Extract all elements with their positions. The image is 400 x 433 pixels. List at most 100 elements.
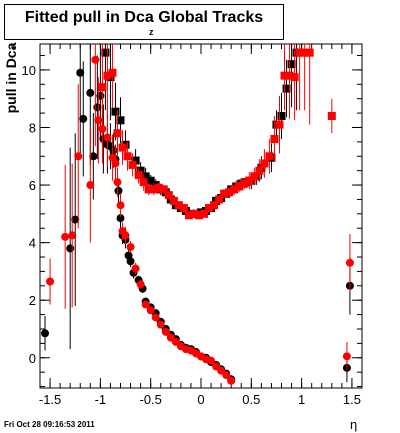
data-point-circle xyxy=(109,146,118,155)
data-point-square xyxy=(189,209,198,218)
y-tick-label: 4 xyxy=(29,236,36,251)
data-point-square xyxy=(305,48,314,57)
data-point-circle xyxy=(76,68,85,77)
data-point-square xyxy=(275,120,284,129)
x-tick-label: 1 xyxy=(298,392,305,407)
data-point-square xyxy=(205,204,214,213)
data-point-circle xyxy=(342,352,351,361)
data-point-square xyxy=(118,143,127,152)
data-point-square xyxy=(265,152,274,161)
data-point-square xyxy=(128,160,137,169)
data-point-circle xyxy=(227,376,236,385)
data-point-square xyxy=(327,111,336,120)
data-point-square xyxy=(235,182,244,191)
x-tick-label: 0 xyxy=(197,392,204,407)
data-point-square xyxy=(141,172,150,181)
data-point-circle xyxy=(66,244,75,253)
x-tick-label: 0.5 xyxy=(242,392,260,407)
data-point-square xyxy=(225,188,234,197)
data-point-circle xyxy=(131,264,140,273)
data-point-square xyxy=(108,68,117,77)
data-point-circle xyxy=(156,320,165,329)
footer-timestamp: Fri Oct 28 09:16:53 2011 xyxy=(4,420,95,429)
data-point-square xyxy=(270,134,279,143)
data-point-square xyxy=(116,116,125,125)
data-point-circle xyxy=(71,215,80,224)
data-point-circle xyxy=(46,277,55,286)
data-point-square xyxy=(154,183,163,192)
data-point-circle xyxy=(113,178,122,187)
data-point-square xyxy=(194,211,203,220)
chart-title-subscript: z xyxy=(149,27,154,37)
data-point-square xyxy=(139,178,148,187)
data-point-square xyxy=(295,48,304,57)
plot-area xyxy=(41,44,354,386)
data-point-square xyxy=(250,172,259,181)
data-point-square xyxy=(164,191,173,200)
data-point-square xyxy=(136,166,145,175)
data-point-circle xyxy=(74,152,83,161)
data-point-square xyxy=(101,48,110,57)
data-point-square xyxy=(98,83,107,92)
data-point-circle xyxy=(126,257,135,266)
x-axis-label: η xyxy=(350,417,358,432)
data-point-circle xyxy=(136,280,145,289)
data-point-square xyxy=(255,166,264,175)
data-point-circle xyxy=(141,300,150,309)
data-point-square xyxy=(260,159,269,168)
data-point-circle xyxy=(116,214,125,223)
data-point-square xyxy=(159,185,168,194)
y-tick-label: 10 xyxy=(22,63,36,78)
chart-title: Fitted pull in Dca Global Tracks xyxy=(24,9,264,26)
data-point-circle xyxy=(86,88,95,97)
data-point-square xyxy=(144,185,153,194)
data-point-circle xyxy=(146,306,155,315)
data-point-square xyxy=(174,201,183,210)
x-tick-label: 1.5 xyxy=(343,392,361,407)
data-point-circle xyxy=(68,231,77,240)
data-point-square xyxy=(103,71,112,80)
data-point-circle xyxy=(207,356,216,365)
data-point-square xyxy=(169,196,178,205)
x-tick-label: -1.5 xyxy=(39,392,61,407)
y-tick-label: 8 xyxy=(29,120,36,135)
data-point-circle xyxy=(161,327,170,336)
data-point-square xyxy=(230,185,239,194)
y-axis-label-subscript: z xyxy=(12,41,16,50)
data-point-circle xyxy=(111,159,120,168)
data-point-square xyxy=(287,60,296,69)
chart-title-box: Fitted pull in Dca Global Tracks z xyxy=(4,4,284,40)
data-point-circle xyxy=(103,133,112,142)
data-point-circle xyxy=(41,329,50,338)
data-point-circle xyxy=(121,231,130,240)
y-axis-label: pull in Dca xyxy=(3,42,19,114)
data-point-square xyxy=(277,111,286,120)
x-tick-label: -0.5 xyxy=(139,392,161,407)
data-point-square xyxy=(300,48,309,57)
data-point-square xyxy=(280,71,289,80)
data-point-square xyxy=(134,170,143,179)
data-point-circle xyxy=(96,91,105,100)
data-point-square xyxy=(123,152,132,161)
data-point-circle xyxy=(79,114,88,123)
data-point-circle xyxy=(86,181,95,190)
x-tick-label: -1 xyxy=(95,392,107,407)
data-point-square xyxy=(285,71,294,80)
data-point-circle xyxy=(345,258,354,267)
data-point-square xyxy=(111,107,120,116)
data-point-square xyxy=(113,129,122,138)
data-point-circle xyxy=(61,232,70,241)
data-point-circle xyxy=(94,116,103,125)
data-point-square xyxy=(215,195,224,204)
data-point-square xyxy=(131,156,140,165)
data-point-circle xyxy=(116,201,125,210)
data-point-square xyxy=(184,211,193,220)
data-point-square xyxy=(179,204,188,213)
data-point-circle xyxy=(114,186,123,195)
data-point-square xyxy=(240,179,249,188)
data-point-circle xyxy=(126,242,135,251)
data-point-square xyxy=(282,84,291,93)
data-point-square xyxy=(220,189,229,198)
data-point-circle xyxy=(91,55,100,64)
data-point-square xyxy=(200,209,209,218)
